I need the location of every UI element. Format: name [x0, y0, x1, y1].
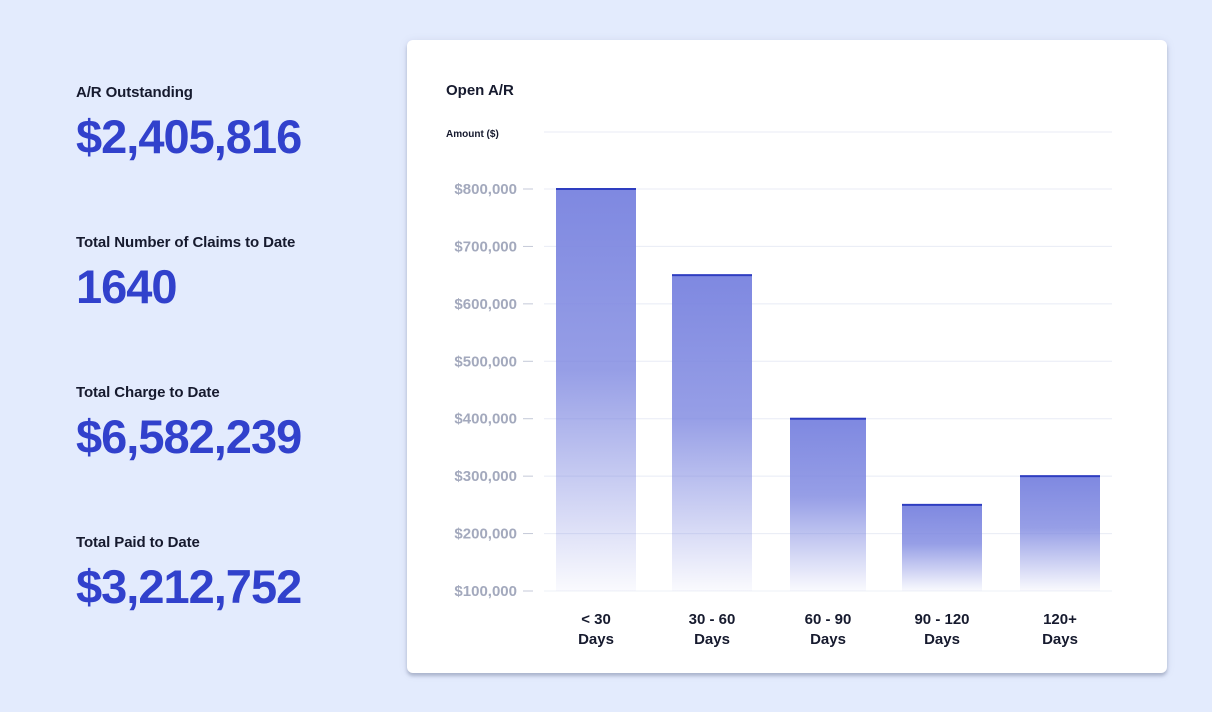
- x-tick-label: Days: [810, 631, 846, 648]
- open-ar-chart-card: Open A/R Amount ($) $100,000 $200,000 $300…: [407, 40, 1167, 673]
- x-tick-label: Days: [924, 631, 960, 648]
- x-tick-label: 60 - 90: [805, 611, 852, 628]
- x-tick-label: 120+: [1043, 611, 1077, 628]
- stat-ar-outstanding: A/R Outstanding $2,405,816: [76, 84, 396, 163]
- x-tick-label: Days: [694, 631, 730, 648]
- stat-value: $3,212,752: [76, 560, 302, 613]
- stat-label: A/R Outstanding: [76, 84, 193, 101]
- stat-label: Total Charge to Date: [76, 384, 220, 401]
- x-tick-label: < 30: [581, 611, 611, 628]
- x-tick-label: 30 - 60: [689, 611, 736, 628]
- bar-top-edge: [1020, 475, 1100, 478]
- y-tick-label: $500,000: [454, 353, 517, 370]
- bar: [790, 418, 866, 591]
- x-tick-label: Days: [578, 631, 614, 648]
- x-tick-label: Days: [1042, 631, 1078, 648]
- y-tick-label: $300,000: [454, 468, 517, 485]
- y-tick-label: $600,000: [454, 296, 517, 313]
- bar-top-edge: [902, 503, 982, 506]
- x-tick-label: 90 - 120: [914, 611, 969, 628]
- stat-total-charge: Total Charge to Date $6,582,239: [76, 384, 396, 463]
- chart-title: Open A/R: [446, 82, 514, 99]
- stat-value: 1640: [76, 260, 178, 313]
- y-tick-label: $100,000: [454, 583, 517, 600]
- bar-top-edge: [556, 188, 636, 190]
- bar: [1020, 476, 1100, 591]
- y-tick-label: $200,000: [454, 526, 517, 543]
- y-tick-label: $400,000: [454, 411, 517, 428]
- y-tick-label: $700,000: [454, 238, 517, 255]
- x-axis-ticks: < 30 Days 30 - 60 Days 60 - 90 Days 90 - 120 Da…: [578, 611, 1078, 648]
- stat-value: $2,405,816: [76, 110, 302, 163]
- bar: [672, 275, 752, 591]
- stat-value: $6,582,239: [76, 410, 302, 463]
- y-tick-label: $800,000: [454, 181, 517, 198]
- open-ar-bar-chart: Amount ($) $100,000 $200,000 $300,000 $400,…: [446, 129, 1112, 648]
- bars: [556, 188, 1100, 591]
- stat-label: Total Number of Claims to Date: [76, 234, 296, 251]
- stat-label: Total Paid to Date: [76, 534, 200, 551]
- bar-top-edge: [790, 417, 866, 420]
- stat-total-paid: Total Paid to Date $3,212,752: [76, 534, 396, 613]
- y-axis-label: Amount ($): [446, 129, 499, 140]
- bar: [556, 189, 636, 591]
- bar-top-edge: [672, 274, 752, 277]
- bar: [902, 504, 982, 591]
- stat-total-claims: Total Number of Claims to Date 1640: [76, 234, 396, 313]
- y-axis-ticks: $100,000 $200,000 $300,000 $400,000 $500,000…: [454, 181, 533, 600]
